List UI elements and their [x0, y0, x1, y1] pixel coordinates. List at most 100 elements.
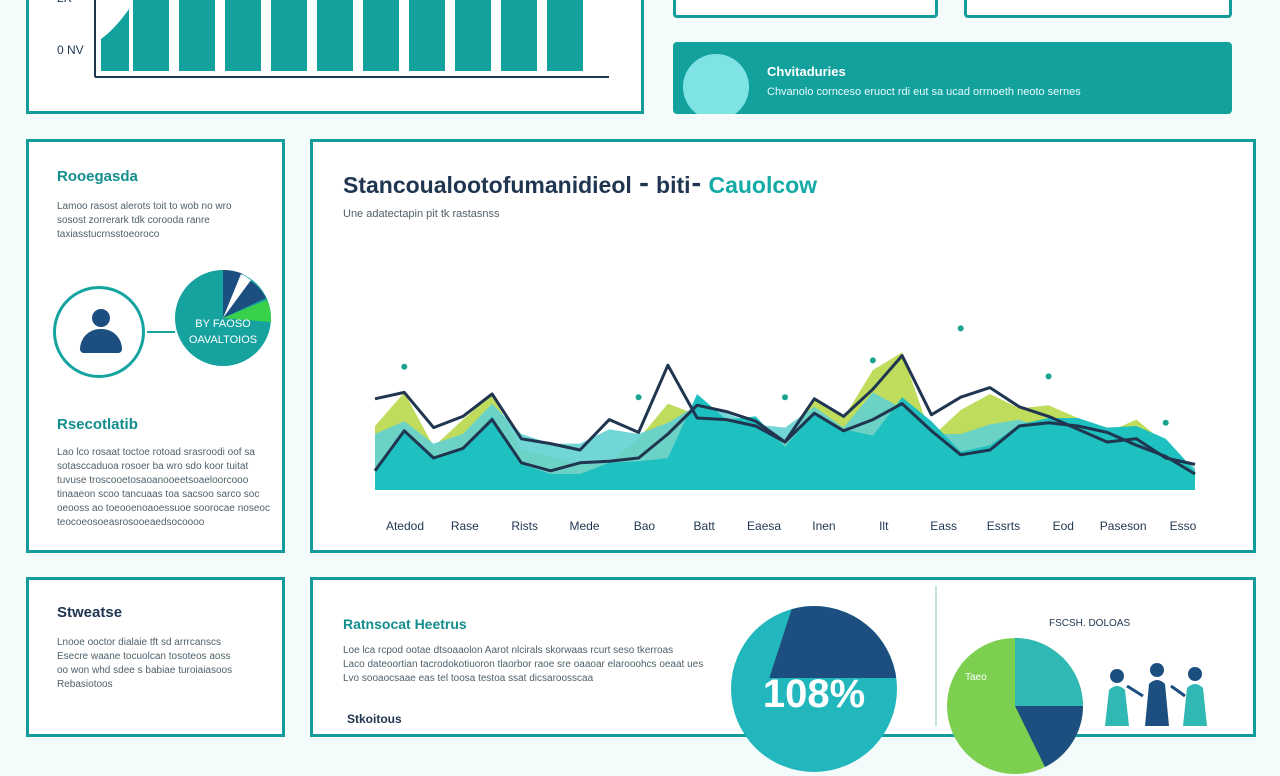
left-desc-1-line: sosost zorrerark tdk corooda ranre: [57, 215, 210, 226]
left-desc-2-line: oeooss ao toeooenoaoessuoe soorocae nose…: [57, 503, 270, 514]
top-bar-chart: [94, 0, 609, 78]
bottom-main-desc: Loe lca rcpod ootae dtsoaaolon Aarot nlc…: [343, 644, 713, 686]
bottom-pie-title: FSCSH. DOLOAS: [1049, 618, 1131, 629]
mini-pie-slice-dark-2: [223, 280, 266, 318]
top-summary-box-a: [673, 0, 938, 18]
chart-title-accent: Cauolcow: [708, 172, 818, 198]
people-illustration-icon: [1105, 663, 1207, 726]
bottom-left-desc-line: Esecre waane tocuolcan tosoteos aoss: [57, 651, 231, 662]
banner-title: Chvitaduries: [767, 64, 846, 79]
top-chart-bar: [271, 0, 307, 71]
bottom-divider: [935, 586, 937, 726]
bottom-left-desc-line: Lnooe ooctor dialaie tft sd arrrcanscs: [57, 637, 221, 648]
left-heading-2: Rsecotlatib: [57, 416, 138, 433]
chart-marker: [782, 394, 788, 401]
mini-pie-chart: [175, 269, 272, 366]
series-line-4: [373, 402, 1196, 476]
x-tick-label: Atedod: [386, 519, 424, 533]
x-tick-label: Eod: [1053, 519, 1074, 533]
bottom-main-title: Ratnsocat Heetrus: [343, 616, 467, 632]
x-tick-label: Batt: [694, 519, 716, 533]
chart-title: Stancoualootofumanidieol ⁃ biti⁃ Cauolco…: [343, 172, 817, 199]
left-desc-2-line: tuvuse troscooetosaoanooeetsoaeloorcooo: [57, 475, 249, 486]
top-chart-area: [101, 9, 129, 71]
bottom-main-subheading: Stkoitous: [347, 712, 402, 726]
info-banner: Chvitaduries Chvanolo cornceso eruoct rd…: [673, 42, 1232, 114]
left-info-panel: Rooegasda Lamoo rasost alerots toit to w…: [26, 139, 285, 553]
main-chart-panel: Stancoualootofumanidieol ⁃ biti⁃ Cauolco…: [310, 139, 1256, 553]
x-tick-label: Rists: [511, 519, 538, 533]
bottom-left-desc: Lnooe ooctor dialaie tft sd arrrcanscs E…: [57, 636, 272, 692]
bottom-pie-chart: [947, 638, 1083, 774]
x-tick-label: Rase: [451, 519, 479, 533]
bottom-left-desc-line: Rebasiotoos: [57, 679, 113, 690]
user-icon: [53, 286, 145, 378]
banner-subtitle: Chvanolo cornceso eruoct rdi eut sa ucad…: [767, 86, 1081, 98]
chart-marker: [401, 363, 408, 370]
bottom-main-desc-line: Laco dateoortian tacrodokotiuoron tlaorb…: [343, 659, 704, 670]
bottom-left-panel: Stweatse Lnooe ooctor dialaie tft sd arr…: [26, 577, 285, 737]
banner-circle-icon: [683, 54, 749, 114]
x-tick-label: Essrts: [987, 519, 1020, 533]
top-chart-bar: [455, 0, 491, 71]
top-summary-box-b: [964, 0, 1232, 18]
user-head: [92, 309, 110, 327]
bottom-left-desc-line: oo won whd sdee s babiae turoiaiasoos: [57, 665, 233, 676]
x-tick-label: Eass: [930, 519, 957, 533]
bottom-pie-slice-teal: [1015, 638, 1083, 706]
x-tick-label: Mede: [570, 519, 600, 533]
left-desc-1-line: taxiasstucrnsstoeoroco: [57, 229, 160, 240]
percent-badge-shape: [769, 606, 897, 678]
percent-badge: 108%: [731, 606, 897, 772]
top-chart-bar: [317, 0, 353, 71]
bottom-main-desc-line: Loe lca rcpod ootae dtsoaaolon Aarot nlc…: [343, 645, 674, 656]
mini-pie-label-line: BY FAOSO: [195, 318, 251, 330]
left-desc-2-line: tinaaeon scoo tancuaas toa sacsoo sarco …: [57, 489, 260, 500]
chart-title-main: Stancoualootofumanidieol ⁃ biti⁃: [343, 172, 703, 198]
mini-pie-label: BY FAOSO OAVALTOIOS: [179, 316, 267, 348]
chart-marker: [957, 325, 964, 332]
top-bar-chart-panel: 2K 0 NV: [26, 0, 644, 114]
left-desc-1-line: Lamoo rasost alerots toit to wob no wro: [57, 201, 232, 212]
bottom-main-desc-line: Lvo sooaocsaae eas tel toosa testoa ssat…: [343, 673, 594, 684]
x-tick-label: Esso: [1170, 519, 1197, 533]
chart-marker: [869, 357, 876, 364]
top-chart-bar: [501, 0, 537, 71]
y-tick-top: 2K: [57, 0, 72, 5]
y-tick-bottom: 0 NV: [57, 43, 84, 57]
x-tick-label: Inen: [812, 519, 835, 533]
top-chart-bars: [133, 0, 583, 71]
top-chart-bar: [547, 0, 583, 71]
x-tick-label: Eaesa: [747, 519, 781, 533]
percent-value: 108%: [762, 672, 866, 716]
chart-marker: [1162, 419, 1169, 426]
chart-marker: [635, 394, 642, 401]
bottom-left-heading: Stweatse: [57, 604, 123, 621]
chart-x-ticks: Atedod Rase Rists Mede Bao Batt Eaesa Inen Ilt Ea…: [386, 519, 1197, 533]
top-chart-bar: [409, 0, 445, 71]
mini-pie-gap: [223, 274, 251, 318]
chart-subtitle: Une adatectapin pit tk rastasnss: [343, 208, 500, 220]
top-chart-bar: [133, 0, 169, 71]
chart-areas: [375, 352, 1195, 490]
x-tick-label: Paseson: [1100, 519, 1147, 533]
chart-lines: [373, 354, 1196, 476]
left-desc-2-line: sotasccaduoa rosoer ba wro sdo koor tuit…: [57, 461, 249, 472]
connector-line: [147, 331, 175, 333]
left-desc-2-line: teocoeosoeasrosooeaedsocoooo: [57, 517, 205, 528]
left-heading-1: Rooegasda: [57, 168, 138, 185]
left-desc-2-line: Lao lco rosaat toctoe rotoad srasroodi o…: [57, 447, 255, 458]
x-tick-label: Bao: [634, 519, 656, 533]
series-area-3: [375, 394, 1195, 490]
left-desc-1: Lamoo rasost alerots toit to wob no wro …: [57, 200, 272, 242]
mini-pie-slice-green: [223, 300, 272, 322]
x-tick-label: Ilt: [879, 519, 889, 533]
bottom-pie-label: Taeo: [965, 672, 987, 683]
chart-marker: [1045, 373, 1052, 380]
main-area-chart: Atedod Rase Rists Mede Bao Batt Eaesa Inen Ilt Ea…: [373, 325, 1197, 533]
top-chart-bar: [179, 0, 215, 71]
bottom-main-panel: Ratnsocat Heetrus Loe lca rcpod ootae dt…: [310, 577, 1256, 774]
user-body: [80, 329, 122, 353]
mini-pie-label-line: OAVALTOIOS: [188, 334, 258, 346]
chart-markers: [401, 325, 1169, 426]
